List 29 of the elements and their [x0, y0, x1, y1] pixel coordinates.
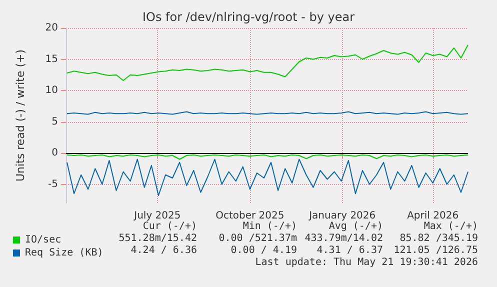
text: Max (-/+): [424, 221, 478, 232]
text: 4.24 / 6.36: [130, 245, 197, 256]
y-tick-label: 0: [52, 148, 58, 158]
text: Last update: Thu May 21 19:30:41 2026: [255, 257, 478, 268]
text: Cur (-/+): [142, 221, 197, 232]
y-tick-label: 10: [45, 85, 58, 96]
text: 4.31 / 6.37: [316, 245, 383, 256]
text: 433.79m/14.02: [304, 233, 383, 244]
x-tick-label: January 2026: [308, 210, 376, 222]
y-axis-title: Units read (-) / write (+): [14, 49, 27, 182]
y-tick-label: 15: [45, 54, 58, 65]
line-series: [66, 158, 468, 196]
chart-title: IOs for /dev/nlring-vg/root - by year: [142, 10, 355, 24]
text: 85.82 /345.19: [400, 233, 478, 244]
line-series: [66, 44, 468, 81]
x-tick-label: April 2026: [407, 210, 459, 222]
x-tick-label: July 2025: [133, 210, 181, 222]
legend-label: IO/sec: [25, 234, 62, 246]
x-tick-label: October 2025: [216, 210, 284, 222]
text: Min (-/+): [242, 221, 297, 232]
y-tick-label: 20: [45, 22, 58, 34]
text: 551.28m/15.42: [118, 233, 197, 244]
legend-label: Req Size (KB): [25, 248, 104, 258]
text: 0.00 /521.37m: [218, 233, 297, 244]
y-tick-label: -5: [48, 178, 58, 190]
y-tick-label: 5: [52, 116, 58, 128]
text: 0.00 / 4.19: [230, 245, 297, 256]
text: Avg (-/+): [328, 221, 383, 232]
text: 121.05 /126.75: [394, 245, 478, 256]
